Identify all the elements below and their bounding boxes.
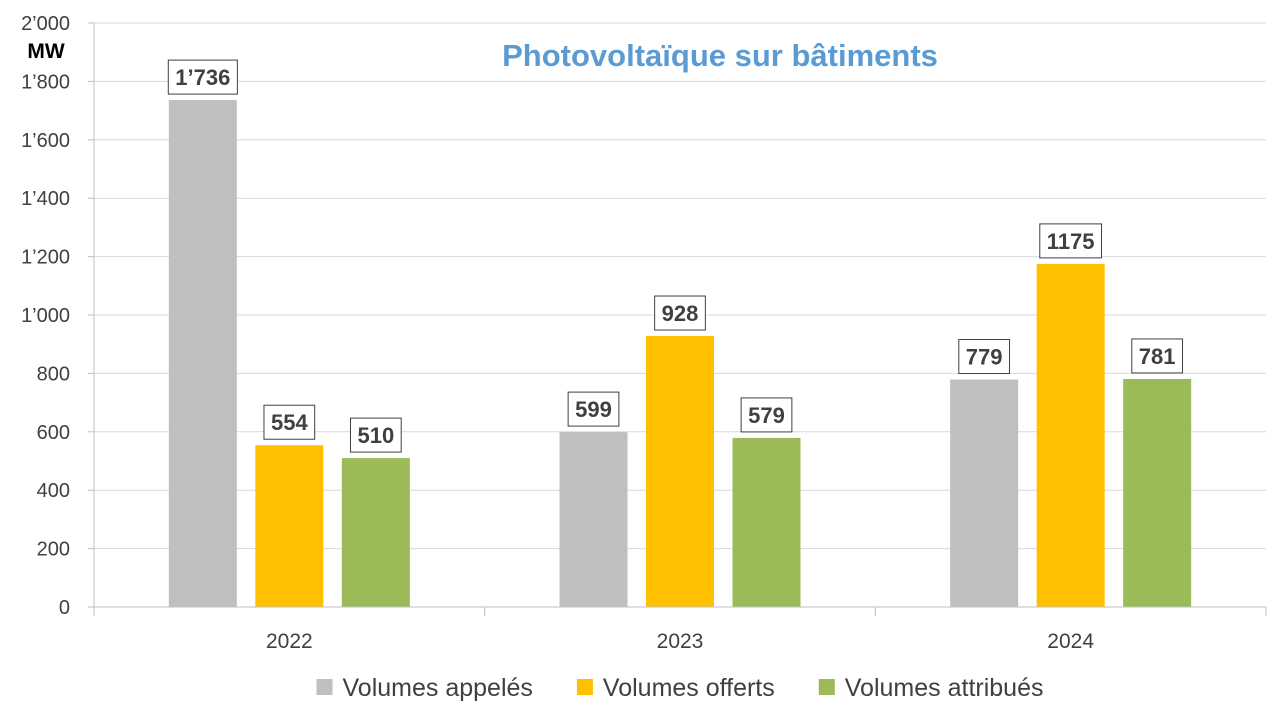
data-label: 779 bbox=[966, 345, 1003, 370]
bar bbox=[732, 437, 801, 607]
bar bbox=[1123, 378, 1192, 607]
y-tick-label: 400 bbox=[37, 480, 70, 502]
legend-label: Volumes appelés bbox=[343, 674, 533, 702]
legend-label: Volumes attribués bbox=[845, 674, 1044, 702]
y-axis-unit-label: MW bbox=[27, 40, 64, 63]
data-label: 579 bbox=[748, 403, 785, 428]
data-label-box bbox=[349, 417, 402, 453]
bar bbox=[646, 336, 714, 607]
data-label: 1’736 bbox=[175, 65, 230, 90]
bar bbox=[1036, 263, 1105, 607]
legend-swatch bbox=[316, 679, 333, 695]
data-label-box bbox=[1039, 223, 1103, 259]
legend: Volumes appelés Volumes offerts Volumes at… bbox=[316, 674, 1044, 702]
data-label: 928 bbox=[662, 301, 699, 326]
data-label: 599 bbox=[575, 397, 612, 422]
chart-title: Photovoltaïque sur bâtiments bbox=[502, 38, 938, 73]
data-label-box bbox=[1131, 338, 1184, 374]
data-label-box bbox=[740, 397, 793, 433]
x-tick-label: 2024 bbox=[1047, 630, 1094, 653]
data-label-box bbox=[263, 404, 316, 440]
y-tick-label: 800 bbox=[37, 363, 70, 385]
bar bbox=[168, 100, 237, 607]
y-tick-label: 1’200 bbox=[21, 247, 70, 269]
data-label-box bbox=[567, 391, 620, 427]
legend-swatch bbox=[576, 679, 593, 695]
y-tick-label: 200 bbox=[37, 539, 70, 561]
bar bbox=[255, 445, 324, 607]
data-label-box bbox=[654, 295, 706, 331]
bar bbox=[341, 458, 410, 607]
y-tick-label: 1’600 bbox=[21, 130, 70, 152]
y-axis: 0 200 400 600 800 1’000 1’200 1’400 1’600 1’800 2’… bbox=[21, 13, 95, 619]
y-tick-label: 2’000 bbox=[21, 13, 70, 35]
data-label: 510 bbox=[357, 423, 394, 448]
x-tick-label: 2022 bbox=[266, 630, 313, 653]
bars bbox=[168, 100, 1192, 607]
legend-swatch bbox=[818, 679, 835, 695]
y-tick-label: 1’000 bbox=[21, 305, 70, 327]
data-label: 554 bbox=[271, 410, 308, 435]
y-tick-label: 1’400 bbox=[21, 188, 70, 210]
y-tick-label: 1’800 bbox=[21, 71, 70, 93]
data-labels: 1’736 599 779 554 928 1175 510 579 781 bbox=[167, 59, 1184, 453]
data-label: 781 bbox=[1139, 344, 1176, 369]
bar bbox=[950, 379, 1019, 607]
bar bbox=[559, 432, 628, 607]
data-label-box bbox=[958, 339, 1011, 375]
y-tick-label: 0 bbox=[59, 597, 70, 619]
data-label: 1175 bbox=[1047, 229, 1095, 254]
x-axis: 2022 2023 2024 bbox=[93, 606, 1267, 653]
data-label-box bbox=[167, 59, 238, 95]
y-tick-label: 600 bbox=[37, 422, 70, 444]
x-tick-label: 2023 bbox=[657, 630, 704, 653]
legend-label: Volumes offerts bbox=[603, 674, 775, 702]
